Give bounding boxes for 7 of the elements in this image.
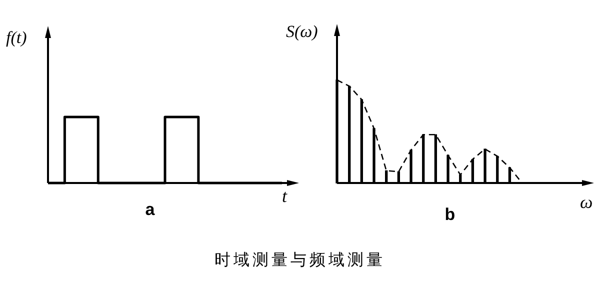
- text: 时域测量与频域测量: [214, 250, 386, 269]
- text: a: [145, 200, 155, 219]
- x-axis-title: ω: [580, 192, 593, 213]
- y-axis-title: S(ω): [286, 22, 318, 42]
- x-axis-title: t: [282, 186, 288, 207]
- y-axis-title: f(t): [6, 28, 27, 48]
- text: b: [444, 205, 456, 224]
